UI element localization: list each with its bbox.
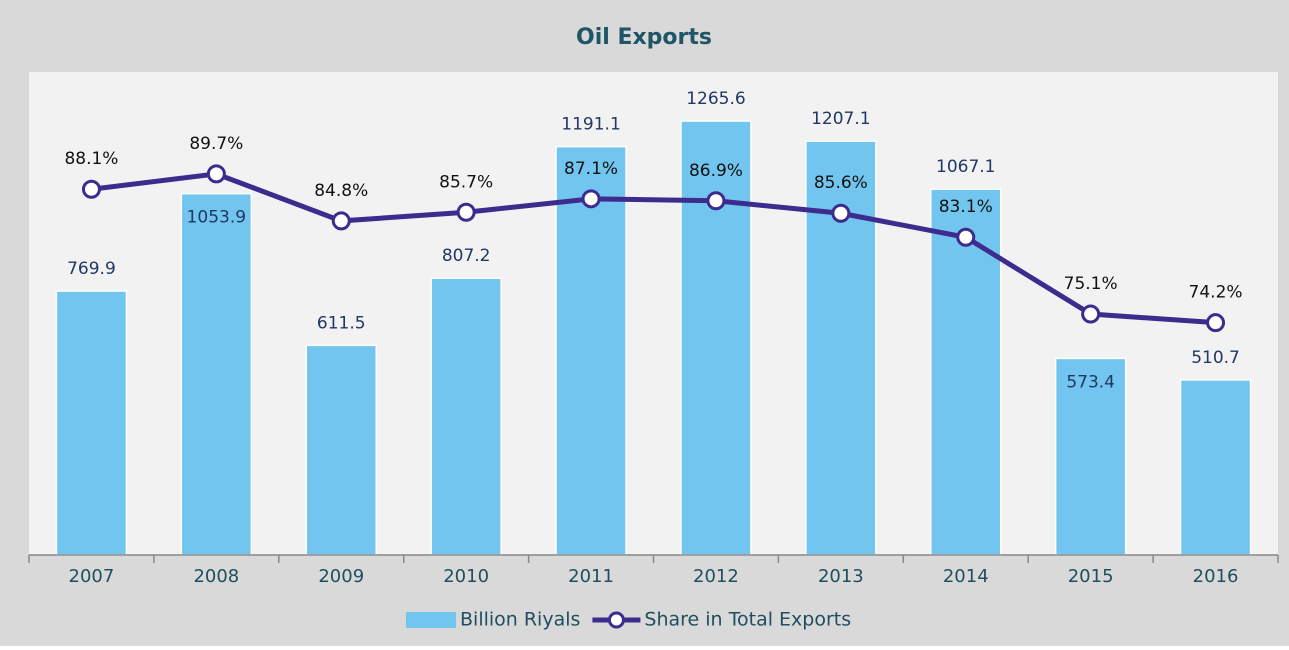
x-tick-label: 2012: [693, 566, 739, 587]
bar-value-label: 1067.1: [936, 157, 995, 177]
bar-value-label: 769.9: [67, 259, 116, 279]
bar-value-label: 1207.1: [811, 109, 870, 129]
line-value-label: 85.6%: [814, 173, 868, 193]
line-marker: [956, 227, 976, 247]
bar-value-label: 1265.6: [686, 89, 745, 109]
line-marker: [1206, 313, 1226, 333]
line-value-label: 89.7%: [189, 134, 243, 154]
line-value-label: 88.1%: [64, 149, 118, 169]
x-tick-label: 2014: [943, 566, 989, 587]
line-value-label: 86.9%: [689, 161, 743, 181]
line: [91, 171, 1216, 326]
bar-value-label: 1053.9: [187, 208, 246, 228]
bar-value-label: 611.5: [317, 313, 366, 333]
x-tick-label: 2008: [193, 566, 239, 587]
line-value-label: 87.1%: [564, 159, 618, 179]
legend-label: Billion Riyals: [460, 609, 580, 631]
line-marker: [81, 179, 101, 199]
bar: [305, 344, 377, 556]
line-value-label: 84.8%: [314, 181, 368, 201]
x-tick-label: 2009: [318, 566, 364, 587]
x-tick-label: 2007: [69, 566, 115, 587]
bar: [430, 277, 502, 556]
line-marker: [706, 191, 726, 211]
bar-value-label: 807.2: [442, 246, 491, 266]
legend-swatch: [406, 612, 456, 628]
line-value-label: 85.7%: [439, 172, 493, 192]
x-tick-label: 2010: [443, 566, 489, 587]
x-tick-label: 2011: [568, 566, 614, 587]
line-value-label: 75.1%: [1064, 274, 1118, 294]
x-tick-label: 2015: [1068, 566, 1114, 587]
bar: [1179, 379, 1252, 556]
bar: [805, 140, 877, 556]
chart-title: Oil Exports: [576, 25, 712, 50]
bar: [55, 290, 128, 556]
bar: [1054, 357, 1127, 556]
line-marker: [581, 189, 601, 209]
line-marker: [331, 211, 351, 231]
line-value-label: 74.2%: [1189, 283, 1243, 303]
x-tick-label: 2013: [818, 566, 864, 587]
legend-label: Share in Total Exports: [644, 609, 851, 631]
bar: [680, 120, 752, 556]
bar: [180, 192, 253, 556]
bar-value-label: 573.4: [1066, 372, 1115, 392]
line-marker: [831, 203, 851, 223]
x-tick-label: 2016: [1193, 566, 1239, 587]
line-value-label: 83.1%: [939, 197, 993, 217]
line-marker: [206, 164, 226, 184]
legend-swatch: [607, 611, 625, 629]
line-marker: [456, 202, 476, 222]
line-marker: [1081, 304, 1101, 324]
bar-value-label: 510.7: [1191, 348, 1240, 368]
bar-value-label: 1191.1: [561, 115, 620, 135]
